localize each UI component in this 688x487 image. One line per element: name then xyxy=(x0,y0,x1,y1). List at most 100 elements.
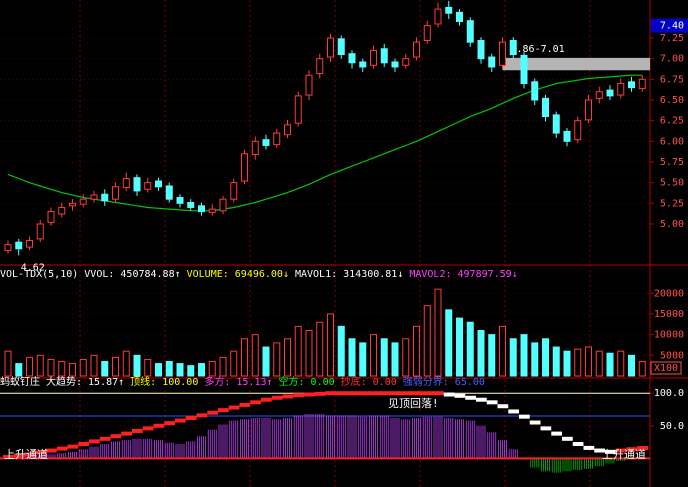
trend-point xyxy=(357,391,369,396)
volume-bar xyxy=(552,346,560,377)
legend-entry: 强弱分界: 65.00 xyxy=(403,376,485,388)
volume-bar xyxy=(241,338,248,377)
candle-body xyxy=(542,97,549,118)
trend-point xyxy=(164,421,175,426)
volume-bar xyxy=(413,325,420,377)
volume-bar xyxy=(15,363,23,377)
y-tick-label: 6.25 xyxy=(660,116,684,127)
volume-bar xyxy=(595,350,603,377)
candle-body xyxy=(230,182,238,200)
candle-body xyxy=(79,198,87,205)
y-tick-label: 5.75 xyxy=(660,157,684,168)
low-label: 4.62 xyxy=(21,262,45,273)
candle-body xyxy=(456,11,463,22)
candle-body xyxy=(15,241,23,250)
candle-body xyxy=(90,194,98,200)
candle-body xyxy=(638,78,646,89)
volume-bar xyxy=(165,361,173,377)
candle-body xyxy=(58,206,66,215)
legend-entry: MAVOL2: 497897.59↓ xyxy=(409,269,517,280)
trend-point xyxy=(110,434,122,439)
trend-point xyxy=(583,445,595,450)
candle-body xyxy=(316,58,324,75)
volume-bar xyxy=(499,325,506,377)
candle-body xyxy=(531,81,539,101)
y-tick-label: 6.75 xyxy=(660,74,684,85)
volume-bar xyxy=(445,309,453,377)
trend-point xyxy=(228,405,240,410)
trend-point xyxy=(293,393,304,398)
trend-point xyxy=(175,418,186,423)
y-tick-label: 10000 xyxy=(654,330,684,341)
candle-body xyxy=(413,41,420,58)
candle-body xyxy=(402,58,410,66)
candle-body xyxy=(628,81,635,89)
volume-bar xyxy=(262,346,270,377)
volume-bar xyxy=(284,338,291,377)
volume-bar xyxy=(273,342,281,377)
trend-point xyxy=(529,420,541,425)
candle-body xyxy=(466,20,474,43)
trend-point xyxy=(347,391,358,396)
candle-body xyxy=(122,178,130,189)
volume-bar xyxy=(122,350,130,377)
candle-body xyxy=(606,89,614,97)
volume-bar xyxy=(90,354,98,377)
legend-entry: MAVOL1: 314300.81↓ xyxy=(295,269,403,280)
volume-bar xyxy=(176,363,184,377)
volume-bar xyxy=(144,358,152,377)
y-tick-label: 7.00 xyxy=(660,54,684,65)
volume-bar xyxy=(198,363,205,377)
volume-bar xyxy=(58,361,66,377)
y-tick-label: 7.25 xyxy=(660,33,684,44)
volume-bar xyxy=(47,358,55,377)
candle-body xyxy=(176,197,184,204)
volume-bar xyxy=(316,321,324,377)
volume-bar xyxy=(187,365,195,377)
trend-point xyxy=(486,400,498,405)
candle-body xyxy=(380,48,388,64)
trend-point xyxy=(99,436,111,441)
legend-entry: 多方: 15.13↑ xyxy=(204,375,272,388)
candle-body xyxy=(337,38,345,56)
candle-body xyxy=(241,153,248,182)
y-tick-label: 6.50 xyxy=(660,95,684,106)
volume-bar xyxy=(208,361,216,377)
volume-bar xyxy=(26,356,33,377)
candle-body xyxy=(499,41,506,66)
trend-point xyxy=(390,391,401,396)
annotation: 上升通道 xyxy=(4,447,48,461)
y-tick-label: 5.00 xyxy=(660,219,684,230)
zone-label: 6.86-7.01 xyxy=(511,44,565,55)
trend-point xyxy=(24,452,36,457)
volume-bar xyxy=(617,350,625,377)
volume-bar xyxy=(230,350,238,377)
trend-point xyxy=(443,392,455,397)
volume-bar xyxy=(294,325,302,377)
candle-body xyxy=(165,185,173,200)
volume-bar xyxy=(563,350,571,377)
legend-entry: VOL-TDX(5,10) xyxy=(0,269,78,280)
candle-body xyxy=(552,114,560,134)
legend: VOL-TDX(5,10) VVOL: 450784.88↑ VOLUME: 694… xyxy=(0,269,518,280)
candle-body xyxy=(284,124,291,136)
volume-bar xyxy=(337,325,345,377)
trend-point xyxy=(433,391,444,396)
volume-bar xyxy=(434,288,442,377)
volume-bar xyxy=(509,338,517,377)
y-tick-label: 5.25 xyxy=(660,198,684,209)
legend-entry: 空方: 0.00 xyxy=(279,375,335,388)
volume-bar xyxy=(391,342,399,377)
trend-point xyxy=(78,442,89,447)
candle-body xyxy=(617,82,625,96)
candle-body xyxy=(434,8,442,25)
candle-body xyxy=(563,130,571,142)
trend-point xyxy=(497,404,509,409)
trend-point xyxy=(67,444,79,449)
trend-point xyxy=(35,450,46,455)
volume-bar xyxy=(327,313,334,377)
candle-body xyxy=(187,201,195,208)
volume-bar xyxy=(606,352,614,377)
trend-point xyxy=(476,397,487,402)
